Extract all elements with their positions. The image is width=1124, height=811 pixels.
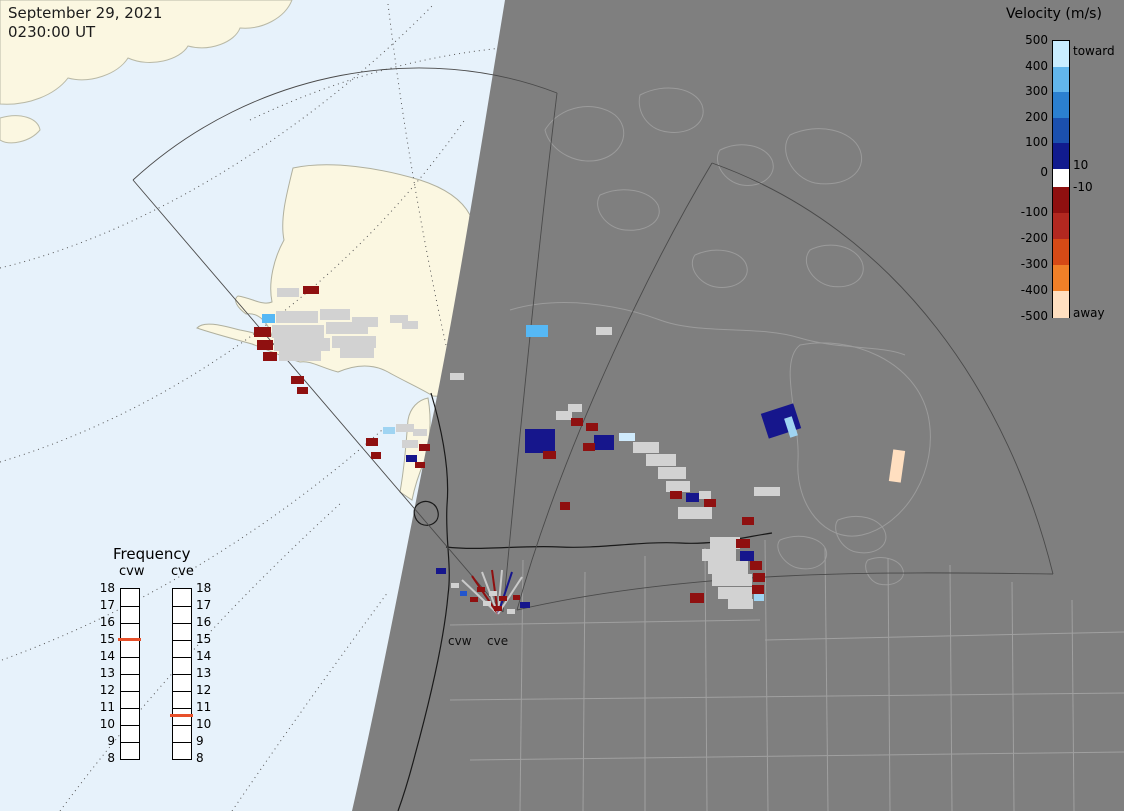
velocity-tick-500: 500: [1025, 33, 1048, 47]
frequency-tick-cve-11: 11: [196, 700, 212, 714]
frequency-bar-cvw: [120, 588, 140, 760]
timestamp-date: September 29, 2021: [8, 4, 163, 22]
colorbar-segment: [1053, 66, 1069, 93]
frequency-bar-cell-line: [121, 742, 139, 743]
radar-fov-fans: [132, 67, 1054, 613]
frequency-tick-cvw-11: 11: [99, 700, 115, 714]
frequency-bar-name-cvw: cvw: [119, 564, 145, 579]
frequency-marker-cve: [170, 714, 193, 717]
frequency-tick-cve-16: 16: [196, 615, 212, 629]
away-label: away: [1073, 306, 1105, 320]
inner-tick-10: 10: [1073, 158, 1089, 172]
frequency-tick-cvw-8: 8: [107, 751, 115, 765]
velocity-tick-100: 100: [1025, 135, 1048, 150]
frequency-tick-cve-10: 10: [196, 717, 212, 731]
velocity-colorbar: [1052, 40, 1070, 318]
frequency-bar-cell-line: [173, 623, 191, 624]
velocity-tick--400: -400: [1020, 283, 1048, 297]
frequency-bar-cell-line: [173, 742, 191, 743]
frequency-marker-cvw: [118, 637, 141, 641]
frequency-tick-cvw-13: 13: [99, 666, 115, 680]
velocity-tick-400: 400: [1025, 58, 1048, 73]
velocity-tick--300: -300: [1020, 257, 1048, 271]
frequency-bar-cell-line: [173, 691, 191, 692]
velocity-legend-title: Velocity (m/s): [1006, 6, 1102, 22]
nightside-shadow: [352, 0, 1124, 811]
frequency-tick-cvw-17: 17: [99, 598, 115, 612]
siberia-landmass: [0, 0, 293, 105]
velocity-tick--100: -100: [1020, 205, 1048, 219]
inner-tick-neg10: -10: [1073, 180, 1093, 194]
velocity-legend: Velocity (m/s) 500 400 300 200 100 0 -100 -200 -…: [1000, 6, 1124, 336]
colorbar-segment: [1053, 92, 1069, 119]
timestamp: September 29, 2021 0230:00 UT: [8, 4, 162, 42]
frequency-bar-cell-line: [121, 725, 139, 726]
colorbar-segment: [1053, 239, 1069, 266]
frequency-tick-cvw-9: 9: [107, 734, 115, 748]
frequency-tick-cve-15: 15: [196, 632, 212, 646]
radar-label-cve: cve: [487, 634, 509, 648]
frequency-tick-cvw-14: 14: [99, 649, 115, 663]
frequency-bar-name-cve: cve: [171, 564, 194, 579]
frequency-legend-title: Frequency: [113, 545, 191, 563]
velocity-tick--500: -500: [1020, 309, 1048, 323]
colorbar-segment: [1053, 41, 1069, 68]
toward-label: toward: [1073, 44, 1115, 58]
frequency-tick-cve-13: 13: [196, 666, 212, 680]
frequency-tick-cve-14: 14: [196, 649, 212, 663]
frequency-tick-cvw-15: 15: [99, 632, 115, 646]
frequency-tick-cvw-18: 18: [99, 581, 115, 595]
frequency-tick-cve-18: 18: [196, 581, 212, 595]
frequency-bar-cell-line: [121, 708, 139, 709]
frequency-bar-cell-line: [121, 691, 139, 692]
radar-label-cvw: cvw: [448, 634, 472, 648]
frequency-bar-cell-line: [121, 623, 139, 624]
frequency-bar-cve: [172, 588, 192, 760]
frequency-tick-cvw-10: 10: [99, 717, 115, 731]
frequency-tick-cve-8: 8: [196, 751, 204, 765]
frequency-bar-cell-line: [121, 606, 139, 607]
colorbar-segment: [1053, 117, 1069, 144]
velocity-tick-0: 0: [1040, 165, 1048, 179]
frequency-tick-cve-12: 12: [196, 683, 212, 697]
colorbar-segment: [1053, 143, 1069, 170]
velocity-tick-300: 300: [1025, 84, 1048, 99]
colorbar-segment: [1053, 291, 1069, 318]
frequency-bar-cell-line: [173, 725, 191, 726]
frequency-legend: Frequency cvw 18 17 16 15 14 13 12 11 10 9 8 cve 18 17…: [95, 545, 235, 775]
frequency-bar-cell-line: [121, 657, 139, 658]
frequency-bar-cell-line: [173, 674, 191, 675]
frequency-bar-cell-line: [121, 640, 139, 641]
timestamp-time: 0230:00 UT: [8, 22, 96, 41]
siberia-island: [0, 115, 41, 144]
frequency-bar-cell-line: [173, 657, 191, 658]
frequency-bar-cell-line: [173, 606, 191, 607]
frequency-bar-cell-line: [121, 674, 139, 675]
frequency-bar-cell-line: [173, 708, 191, 709]
colorbar-segment: [1053, 213, 1069, 240]
velocity-tick-200: 200: [1025, 109, 1048, 124]
colorbar-segment: [1053, 187, 1069, 214]
frequency-tick-cvw-16: 16: [99, 615, 115, 629]
frequency-tick-cvw-12: 12: [99, 683, 115, 697]
frequency-tick-cve-9: 9: [196, 734, 204, 748]
velocity-tick--200: -200: [1020, 231, 1048, 245]
state-boundaries: [449, 539, 1124, 811]
colorbar-zero-gap: [1053, 169, 1069, 187]
colorbar-segment: [1053, 265, 1069, 292]
frequency-bar-cell-line: [173, 640, 191, 641]
frequency-tick-cve-17: 17: [196, 598, 212, 612]
